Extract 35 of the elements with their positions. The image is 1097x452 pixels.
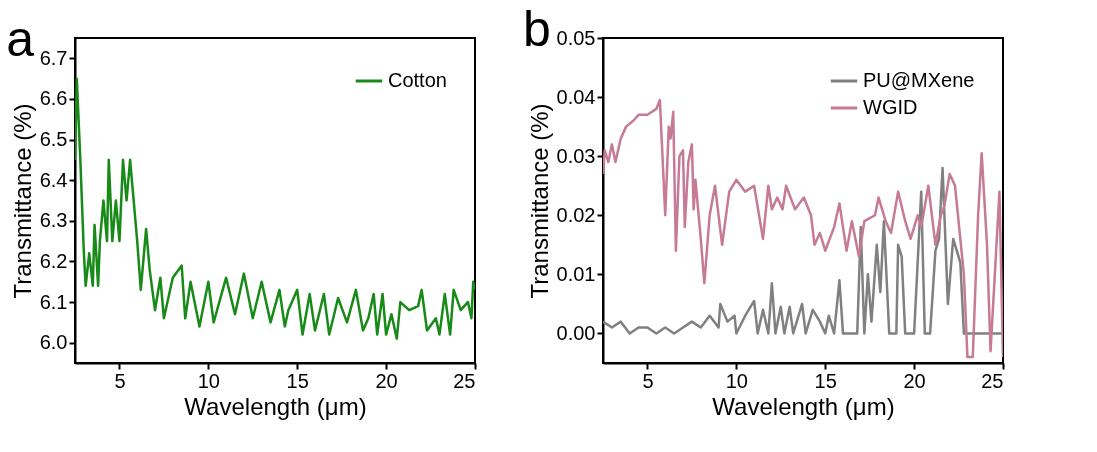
x-tick-label: 15 [814,369,837,392]
y-tick-label: 0.05 [556,26,596,49]
legend-label: PU@MXene [863,69,975,91]
y-tick-label: 0.00 [556,321,596,344]
y-tick-label: 0.02 [556,203,596,226]
y-tick-label: 0.01 [556,262,596,285]
y-tick-label: 6.7 [39,46,68,69]
x-tick-label: 10 [725,369,748,392]
x-tick-label: 20 [903,369,926,392]
x-tick-label: 10 [197,369,220,392]
y-tick-label: 0.04 [556,85,596,108]
line-series [603,98,1003,359]
legend-label: WGID [863,96,918,118]
chart-title: a [6,11,35,67]
legend-label: Cotton [388,69,447,91]
y-tick-label: 0.03 [556,144,596,167]
y-axis-title: Transmittance (%) [525,103,553,299]
x-tick-label: 15 [286,369,309,392]
x-axis-title: Wavelength (μm) [712,392,895,420]
y-tick-label: 6.0 [39,331,68,354]
x-tick-label: 5 [642,369,654,392]
line-series [603,166,1003,335]
x-tick-label: 20 [375,369,398,392]
x-tick-label: 25 [453,369,476,392]
y-tick-label: 6.6 [39,87,68,110]
y-tick-label: 6.3 [39,209,68,232]
x-axis-title: Wavelength (μm) [184,392,367,420]
y-tick-label: 6.1 [39,290,68,313]
x-tick-label: 25 [981,369,1004,392]
x-tick-label: 5 [114,369,126,392]
y-tick-label: 6.4 [39,168,68,191]
y-axis-title: Transmittance (%) [8,103,36,299]
y-tick-label: 6.2 [39,249,68,272]
chart-title: b [523,1,551,57]
y-tick-label: 6.5 [39,128,68,151]
